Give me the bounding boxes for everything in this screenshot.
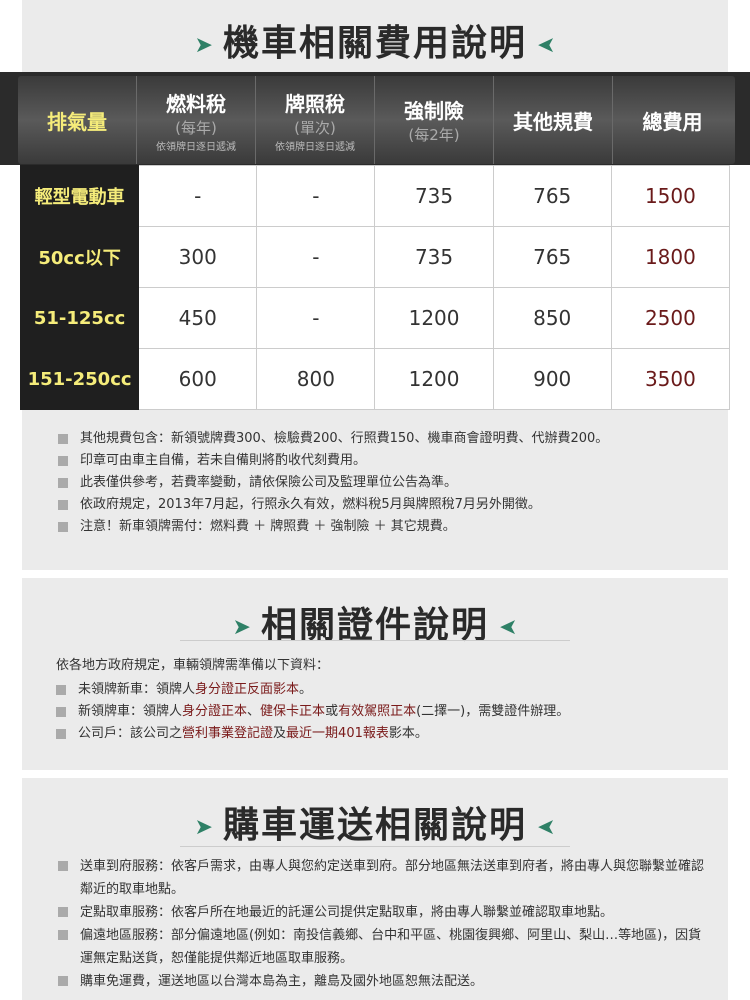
- table-row: 50cc以下 300-735 765 1800: [19, 226, 731, 288]
- row-label: 輕型電動車: [19, 165, 140, 227]
- document-text: 新領牌車：領牌人: [78, 704, 183, 719]
- header-label: 燃料稅: [166, 91, 226, 116]
- table-cell: -: [256, 165, 376, 227]
- document-text: 最近一期401報表: [286, 726, 389, 741]
- document-text: 、: [247, 704, 261, 719]
- fees-notes: 其他規費包含：新領號牌費300、檢驗費200、行照費150、機車商會證明費、代辦…: [58, 428, 608, 538]
- documents-title: ➤ 相關證件說明 ➤: [0, 596, 750, 648]
- delivery-title-text: 購車運送相關說明: [222, 805, 527, 846]
- header-sub: (每2年): [408, 126, 460, 144]
- delivery-list: 送車到府服務：依客戶需求，由專人與您約定送車到府。部分地區無法送車到府者，將由專…: [58, 855, 708, 993]
- header-cell: 燃料稅 (每年) 依領牌日逐日遞減: [137, 76, 256, 164]
- table-cell: -: [256, 226, 376, 288]
- document-text: 健保卡正本: [260, 704, 326, 719]
- note-item: 此表僅供參考，若費率變動，請依保險公司及監理單位公告為準。: [58, 472, 608, 494]
- note-item: 注意！新車領牌需付：燃料費 ＋ 牌照費 ＋ 強制險 ＋ 其它規費。: [58, 516, 608, 538]
- document-text: 身分證正反面影本: [195, 682, 300, 697]
- header-cell: 排氣量: [18, 76, 137, 164]
- header-note: 依領牌日逐日遞減: [156, 141, 236, 153]
- fees-table: 輕型電動車 - -735 765 1500 50cc以下 300-735 765 1800 51-…: [19, 165, 731, 410]
- arrow-right-icon: ➤: [232, 614, 253, 640]
- table-cell: 2500: [610, 287, 731, 349]
- table-cell: 1500: [610, 165, 731, 227]
- document-item: 新領牌車：領牌人身分證正本、健保卡正本或有效駕照正本(二擇一)，需雙證件辦理。: [56, 701, 569, 723]
- table-cell: 1800: [610, 226, 731, 288]
- document-text: (二擇一)，需雙證件辦理。: [416, 704, 570, 719]
- table-row: 輕型電動車 - -735 765 1500: [19, 165, 731, 227]
- header-cell: 其他規費: [494, 76, 613, 164]
- note-item: 依政府規定，2013年7月起，行照永久有效，燃料稅5月與牌照稅7月另外開徵。: [58, 494, 608, 516]
- delivery-item: 偏遠地區服務：部分偏遠地區(例如：南投信義鄉、台中和平區、桃園復興鄉、阿里山、梨…: [58, 924, 708, 970]
- header-label: 排氣量: [47, 109, 107, 134]
- document-text: 公司戶：該公司之: [78, 726, 183, 741]
- row-label: 151-250cc: [19, 348, 140, 410]
- table-cell: 735: [374, 165, 494, 227]
- documents-intro: 依各地方政府規定，車輛領牌需準備以下資料：: [56, 658, 330, 673]
- table-cell: 600: [138, 348, 258, 410]
- divider: [180, 640, 570, 641]
- header-label: 牌照稅: [285, 91, 345, 116]
- documents-list: 依各地方政府規定，車輛領牌需準備以下資料： 未領牌新車：領牌人身分證正反面影本。…: [56, 655, 569, 745]
- header-label: 其他規費: [513, 109, 593, 134]
- document-text: 身分證正本: [182, 704, 248, 719]
- header-note: 依領牌日逐日遞減: [275, 141, 355, 153]
- arrow-right-icon: ➤: [194, 32, 215, 58]
- document-text: 。: [299, 682, 313, 697]
- table-cell: -: [138, 165, 258, 227]
- table-cell: 900: [492, 348, 612, 410]
- document-text: 未領牌新車：領牌人: [78, 682, 196, 697]
- header-sub: (單次): [294, 118, 336, 137]
- row-label: 50cc以下: [19, 226, 140, 288]
- arrow-left-icon: ➤: [497, 614, 518, 640]
- delivery-title: ➤ 購車運送相關說明 ➤: [0, 796, 750, 848]
- row-label: 51-125cc: [19, 287, 140, 349]
- document-text: 及: [273, 726, 287, 741]
- arrow-right-icon: ➤: [194, 814, 215, 840]
- divider: [180, 846, 570, 847]
- document-text: 影本。: [388, 726, 428, 741]
- document-item: 公司戶：該公司之營利事業登記證及最近一期401報表影本。: [56, 723, 569, 745]
- table-cell: 450: [138, 287, 258, 349]
- table-cell: 300: [138, 226, 258, 288]
- table-row: 51-125cc 450-1200 850 2500: [19, 287, 731, 349]
- arrow-left-icon: ➤: [535, 814, 556, 840]
- document-text: 營利事業登記證: [182, 726, 274, 741]
- fees-title-text: 機車相關費用說明: [222, 23, 527, 64]
- table-cell: 1200: [374, 287, 494, 349]
- header-sub: (每年): [175, 118, 217, 137]
- table-row: 151-250cc 600 800 1200 900 3500: [19, 348, 731, 410]
- table-cell: 800: [256, 348, 376, 410]
- header-label: 強制險: [404, 99, 464, 123]
- document-text: 有效駕照正本: [338, 704, 417, 719]
- table-cell: 765: [492, 226, 612, 288]
- note-item: 其他規費包含：新領號牌費300、檢驗費200、行照費150、機車商會證明費、代辦…: [58, 428, 608, 450]
- table-cell: 3500: [610, 348, 731, 410]
- document-text: 或: [325, 704, 339, 719]
- fees-title: ➤ 機車相關費用說明 ➤: [0, 14, 750, 66]
- arrow-left-icon: ➤: [535, 32, 556, 58]
- header-label: 總費用: [642, 109, 703, 134]
- documents-panel: [22, 578, 728, 770]
- header-cell: 總費用: [613, 76, 732, 164]
- delivery-panel: [22, 778, 728, 1000]
- document-item: 未領牌新車：領牌人身分證正反面影本。: [56, 679, 569, 701]
- table-cell: -: [256, 287, 376, 349]
- delivery-item: 定點取車服務：依客戶所在地最近的託運公司提供定點取車，將由專人聯繫並確認取車地點…: [58, 901, 708, 924]
- table-cell: 765: [492, 165, 612, 227]
- header-cell: 牌照稅 (單次) 依領牌日逐日遞減: [256, 76, 375, 164]
- documents-title-text: 相關證件說明: [260, 605, 489, 646]
- table-cell: 735: [374, 226, 494, 288]
- delivery-item: 購車免運費，運送地區以台灣本島為主，離島及國外地區恕無法配送。: [58, 970, 708, 993]
- header-cell: 強制險 (每2年): [375, 76, 494, 164]
- delivery-item: 送車到府服務：依客戶需求，由專人與您約定送車到府。部分地區無法送車到府者，將由專…: [58, 855, 708, 901]
- table-header: 排氣量 燃料稅 (每年) 依領牌日逐日遞減 牌照稅 (單次) 依領牌日逐日遞減 強制險 (每2年…: [18, 76, 735, 164]
- table-cell: 850: [492, 287, 612, 349]
- note-item: 印章可由車主自備，若未自備則將酌收代刻費用。: [58, 450, 608, 472]
- table-cell: 1200: [374, 348, 494, 410]
